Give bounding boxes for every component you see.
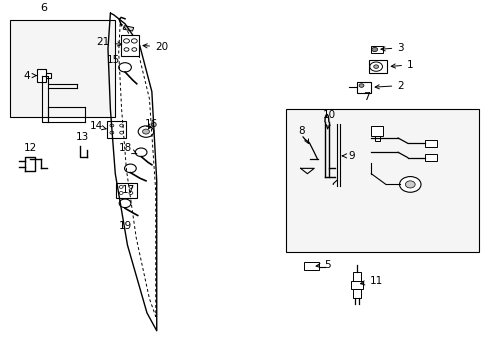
Text: 19: 19: [118, 221, 131, 231]
Bar: [46, 73, 51, 78]
Text: 8: 8: [298, 126, 308, 144]
Circle shape: [119, 192, 123, 194]
Text: 16: 16: [145, 120, 158, 130]
Text: 10: 10: [323, 110, 336, 129]
Text: 2: 2: [374, 81, 403, 91]
Bar: [370, 46, 383, 53]
Bar: [424, 154, 436, 161]
Text: 3: 3: [380, 43, 403, 53]
Bar: [350, 282, 362, 289]
Circle shape: [119, 63, 131, 72]
Circle shape: [124, 164, 136, 173]
Circle shape: [369, 62, 382, 71]
Bar: [304, 262, 318, 270]
Circle shape: [371, 48, 377, 51]
Circle shape: [110, 131, 114, 134]
Circle shape: [135, 148, 147, 157]
Circle shape: [399, 176, 420, 192]
Bar: [424, 140, 436, 147]
Circle shape: [405, 181, 414, 188]
Bar: [352, 272, 360, 282]
Circle shape: [129, 192, 133, 194]
Text: 12: 12: [24, 143, 38, 153]
Text: 20: 20: [142, 42, 168, 52]
Text: 5: 5: [315, 260, 330, 270]
Text: 17: 17: [122, 185, 135, 195]
Bar: [123, 26, 134, 31]
Circle shape: [142, 129, 149, 134]
Circle shape: [119, 185, 123, 188]
Bar: [370, 126, 383, 136]
Bar: [374, 136, 379, 141]
Text: 11: 11: [360, 276, 382, 286]
Text: 15: 15: [107, 55, 120, 65]
Circle shape: [119, 199, 131, 208]
Circle shape: [124, 48, 129, 51]
Bar: [285, 109, 478, 252]
Bar: [352, 289, 360, 298]
Circle shape: [120, 131, 123, 134]
Bar: [10, 20, 115, 117]
Bar: [116, 183, 137, 198]
Circle shape: [123, 39, 129, 43]
Circle shape: [110, 124, 114, 127]
Bar: [37, 69, 46, 82]
Bar: [368, 60, 386, 73]
Bar: [121, 35, 139, 56]
Text: 6: 6: [41, 3, 47, 13]
Circle shape: [373, 65, 378, 68]
Text: 14: 14: [89, 121, 106, 131]
Circle shape: [358, 84, 363, 87]
Circle shape: [129, 185, 133, 188]
Text: 4: 4: [23, 71, 36, 81]
Text: 1: 1: [390, 60, 413, 70]
Bar: [107, 121, 126, 138]
Circle shape: [120, 124, 123, 127]
Bar: [356, 82, 370, 93]
Circle shape: [132, 48, 137, 51]
Text: 18: 18: [118, 143, 137, 154]
Text: 9: 9: [342, 151, 354, 161]
Circle shape: [138, 126, 154, 137]
Circle shape: [131, 39, 137, 43]
Text: 13: 13: [76, 132, 89, 141]
Text: 21: 21: [96, 37, 122, 47]
Text: 7: 7: [363, 92, 369, 102]
